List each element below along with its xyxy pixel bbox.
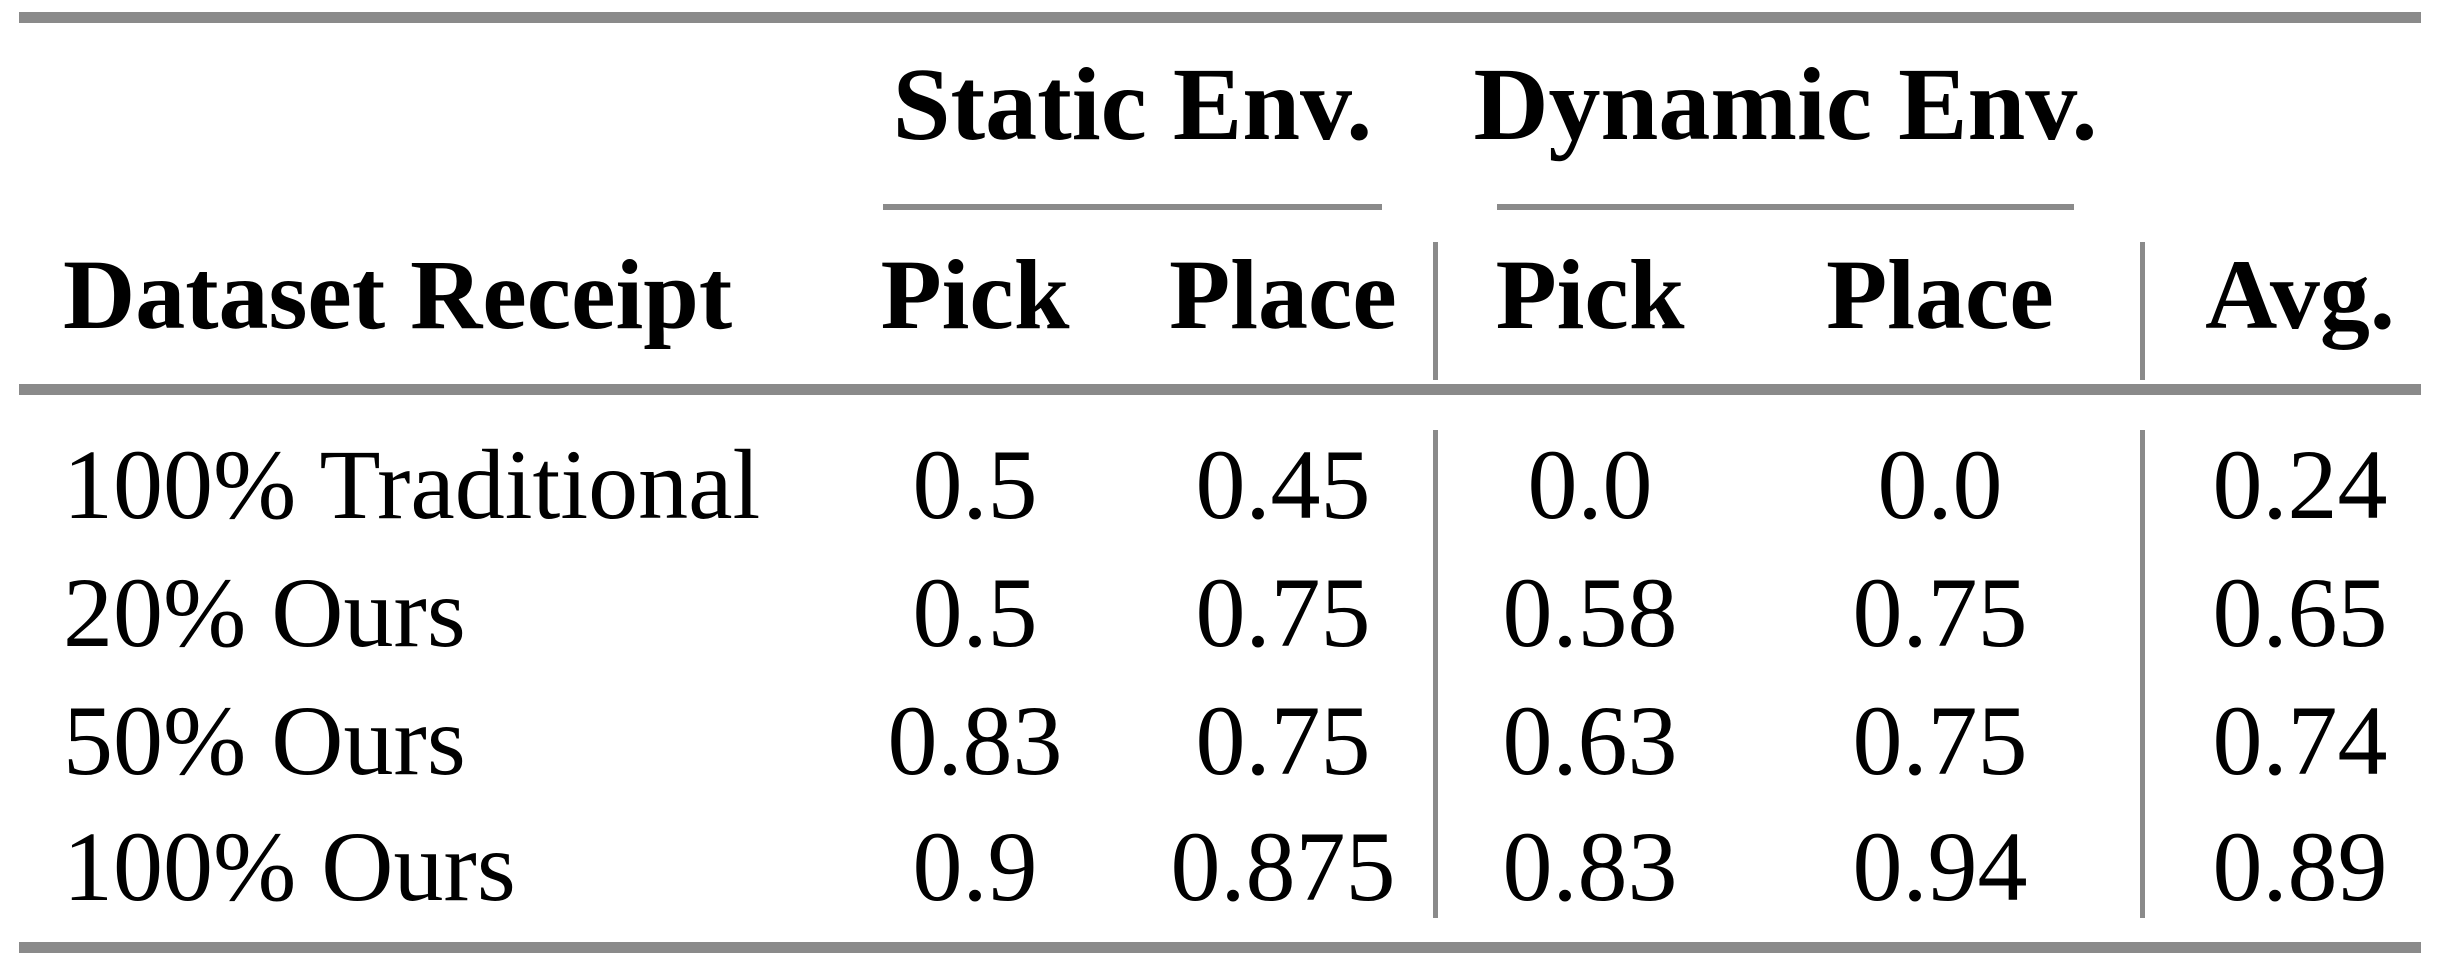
row-label-100pct-ours: 100% Ours: [63, 811, 516, 922]
cell-value: 0.9: [912, 811, 1038, 922]
cell-value: 0.58: [1502, 557, 1678, 668]
static-env-cmidrule: [883, 204, 1382, 210]
column-header-avg: Avg.: [2205, 239, 2395, 350]
column-separator-1-body: [1433, 430, 1438, 918]
dynamic-env-cmidrule: [1497, 204, 2074, 210]
cell-value: 0.94: [1852, 811, 2028, 922]
cell-value: 0.74: [2212, 685, 2388, 796]
cell-value: 0.89: [2212, 811, 2388, 922]
cell-value: 0.5: [912, 557, 1038, 668]
column-separator-2-header: [2140, 242, 2145, 380]
column-header-dataset-receipt: Dataset Receipt: [63, 239, 733, 350]
group-header-dynamic-env: Dynamic Env.: [1473, 47, 2098, 162]
table-bottom-rule: [19, 942, 2421, 953]
column-header-dynamic-place: Place: [1826, 239, 2054, 350]
cell-value: 0.0: [1527, 429, 1653, 540]
table-header-rule: [19, 384, 2421, 395]
cell-value: 0.75: [1195, 557, 1371, 668]
group-header-static-env: Static Env.: [892, 47, 1373, 162]
column-separator-2-body: [2140, 430, 2145, 918]
table-top-rule: [19, 12, 2421, 23]
column-header-dynamic-pick: Pick: [1495, 239, 1685, 350]
cell-value: 0.83: [1502, 811, 1678, 922]
column-header-static-pick: Pick: [880, 239, 1070, 350]
column-header-static-place: Place: [1169, 239, 1397, 350]
cell-value: 0.24: [2212, 429, 2388, 540]
row-label-50pct-ours: 50% Ours: [63, 685, 466, 796]
cell-value: 0.45: [1195, 429, 1371, 540]
cell-value: 0.83: [887, 685, 1063, 796]
cell-value: 0.65: [2212, 557, 2388, 668]
cell-value: 0.75: [1195, 685, 1371, 796]
cell-value: 0.75: [1852, 685, 2028, 796]
row-label-100pct-traditional: 100% Traditional: [63, 429, 761, 540]
column-separator-1-header: [1433, 242, 1438, 380]
cell-value: 0.63: [1502, 685, 1678, 796]
cell-value: 0.75: [1852, 557, 2028, 668]
cell-value: 0.5: [912, 429, 1038, 540]
cell-value: 0.0: [1877, 429, 2003, 540]
cell-value: 0.875: [1170, 811, 1396, 922]
row-label-20pct-ours: 20% Ours: [63, 557, 466, 668]
